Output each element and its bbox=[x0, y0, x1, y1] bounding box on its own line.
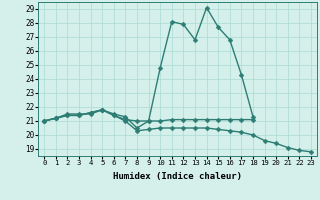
X-axis label: Humidex (Indice chaleur): Humidex (Indice chaleur) bbox=[113, 172, 242, 181]
